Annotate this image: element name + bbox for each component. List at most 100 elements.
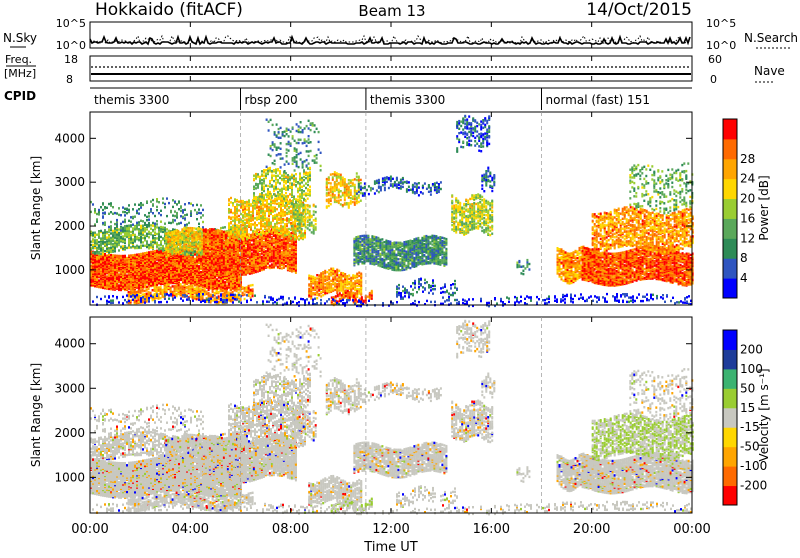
power-cell <box>207 267 209 269</box>
power-cell <box>140 206 142 208</box>
power-cell <box>116 233 118 235</box>
power-cell <box>104 250 106 252</box>
power-cell <box>134 254 136 256</box>
power-cell <box>148 219 150 221</box>
power-cell <box>235 261 237 263</box>
power-cell <box>140 225 142 227</box>
power-cell <box>110 237 112 239</box>
power-cell <box>154 241 156 243</box>
power-cell <box>124 214 126 216</box>
power-cell <box>183 232 185 234</box>
power-cell <box>106 231 108 233</box>
power-cell <box>200 216 202 218</box>
power-cell <box>156 262 158 264</box>
power-cell <box>211 254 213 256</box>
power-cell <box>217 229 219 231</box>
power-cell <box>156 244 158 246</box>
power-cell <box>118 241 120 243</box>
power-cell <box>146 243 148 245</box>
power-cell <box>96 242 98 244</box>
power-cell <box>94 234 96 236</box>
power-cell <box>222 290 224 292</box>
power-cell <box>152 203 154 205</box>
power-cell <box>152 289 154 291</box>
power-cell <box>194 264 196 266</box>
power-cell <box>116 219 118 221</box>
power-cell <box>92 234 94 236</box>
power-cell <box>138 253 140 255</box>
power-cell <box>144 239 146 241</box>
power-cell <box>94 208 96 210</box>
power-cell <box>169 238 171 240</box>
power-cell <box>205 233 207 235</box>
power-cell <box>188 291 190 293</box>
power-cell <box>122 221 124 223</box>
power-cell <box>196 272 198 274</box>
power-cell <box>185 245 187 247</box>
power-cell <box>200 212 202 214</box>
power-cell <box>172 219 174 221</box>
power-cell <box>194 288 196 290</box>
power-cell <box>136 261 138 263</box>
power-cell <box>175 248 177 250</box>
power-cell <box>188 285 190 287</box>
power-cell <box>128 268 130 270</box>
power-cell <box>120 223 122 225</box>
power-cell <box>158 244 160 246</box>
power-cell <box>106 242 108 244</box>
power-cell <box>233 257 235 259</box>
power-cell <box>181 231 183 233</box>
power-cell <box>104 237 106 239</box>
power-cell <box>172 206 174 208</box>
nsky-tick-top-right: 10^5 <box>706 17 736 30</box>
power-cell <box>182 211 184 213</box>
power-cell <box>160 214 162 216</box>
power-cell <box>132 279 134 281</box>
power-cell <box>132 208 134 210</box>
power-cell <box>221 241 223 243</box>
power-cell <box>192 266 194 268</box>
power-cell <box>142 225 144 227</box>
power-cell <box>173 239 175 241</box>
power-cell <box>106 207 108 209</box>
power-cell <box>174 201 176 203</box>
power-cell <box>178 208 180 210</box>
power-cell <box>231 243 233 245</box>
power-cell <box>134 237 136 239</box>
power-cell <box>124 208 126 210</box>
power-cell <box>102 215 104 217</box>
power-cell <box>144 252 146 254</box>
power-cell <box>132 256 134 258</box>
power-cell <box>154 250 156 252</box>
power-cell <box>220 290 222 292</box>
freq-tick-top: 18 <box>64 53 78 66</box>
power-cell <box>212 270 214 272</box>
power-cell <box>106 257 108 259</box>
power-cell <box>112 234 114 236</box>
power-cell <box>156 265 158 267</box>
power-cell <box>134 239 136 241</box>
power-cell <box>132 238 134 240</box>
power-cell <box>178 222 180 224</box>
power-cell <box>150 228 152 230</box>
power-cell <box>202 221 204 223</box>
power-cell <box>245 255 247 257</box>
power-cell <box>237 248 239 250</box>
power-cell <box>114 247 116 249</box>
power-cell <box>100 253 102 255</box>
power-cell <box>96 213 98 215</box>
power-cell <box>176 284 178 286</box>
power-cell <box>136 247 138 249</box>
power-cell <box>124 272 126 274</box>
power-cell <box>160 283 162 285</box>
power-cell <box>182 216 184 218</box>
power-cell <box>203 250 205 252</box>
power-cell <box>150 200 152 202</box>
power-cell <box>182 288 184 290</box>
power-cell <box>167 244 169 246</box>
power-cell <box>156 275 158 277</box>
power-cell <box>190 293 192 295</box>
power-cell <box>176 214 178 216</box>
power-cell <box>142 231 144 233</box>
power-cell <box>154 227 156 229</box>
